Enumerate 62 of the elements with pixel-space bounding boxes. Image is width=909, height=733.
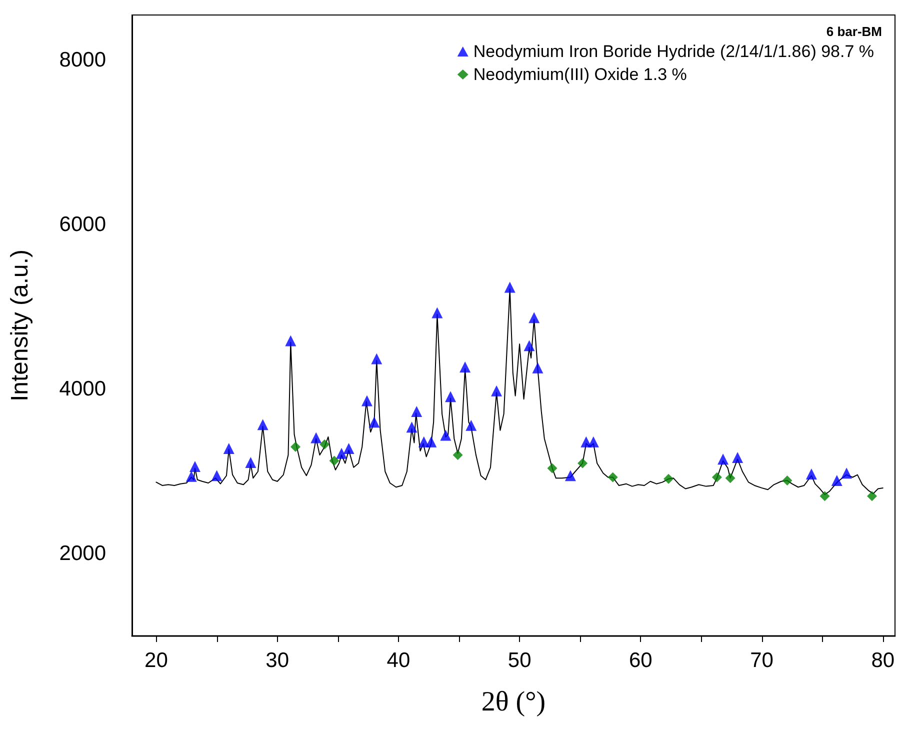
- point: [504, 282, 516, 293]
- point: [732, 452, 744, 464]
- legend-label: Neodymium(III) Oxide 1.3 %: [473, 65, 687, 84]
- point: [782, 476, 792, 486]
- point: [336, 448, 348, 459]
- point: [725, 473, 736, 484]
- legend-label: Neodymium Iron Boride Hydride (2/14/1/1.86) 98.7 %: [473, 42, 874, 61]
- point: [223, 442, 234, 454]
- point: [588, 436, 599, 448]
- point: [290, 442, 300, 452]
- point: [664, 474, 674, 484]
- y-axis-title: Intensity (a.u.): [6, 249, 34, 402]
- point: [329, 456, 340, 466]
- point: [445, 391, 456, 402]
- x-tick-label: 40: [386, 649, 410, 672]
- point: [806, 468, 817, 480]
- point: [460, 362, 471, 373]
- point: [440, 430, 452, 441]
- x-tick-label: 30: [266, 649, 290, 672]
- x-axis-title: 2θ (°): [481, 686, 546, 718]
- point: [368, 416, 380, 428]
- x-tick-label: 50: [508, 649, 532, 672]
- point: [320, 439, 330, 450]
- point: [564, 470, 576, 482]
- x-tick-label: 60: [628, 649, 652, 672]
- point: [712, 472, 722, 482]
- point: [310, 432, 322, 444]
- point: [257, 419, 268, 430]
- point: [718, 454, 729, 465]
- point: [820, 491, 830, 502]
- point: [285, 335, 296, 346]
- point: [608, 472, 618, 482]
- point: [371, 353, 382, 364]
- point: [245, 456, 256, 468]
- point: [406, 422, 418, 433]
- point: [528, 312, 540, 324]
- x-tick-label: 80: [871, 649, 895, 672]
- point: [578, 458, 588, 468]
- point: [211, 470, 222, 482]
- y-tick-label: 6000: [59, 213, 106, 236]
- x-tick-label: 70: [750, 649, 774, 672]
- y-tick-label: 4000: [59, 378, 106, 401]
- y-tick-label: 2000: [59, 542, 106, 566]
- point: [343, 442, 354, 454]
- point: [186, 470, 197, 482]
- point: [189, 461, 200, 472]
- point: [547, 463, 558, 474]
- point: [532, 362, 544, 374]
- x-tick-label: 20: [144, 649, 168, 672]
- point: [426, 436, 437, 448]
- point: [466, 420, 477, 431]
- point: [432, 307, 443, 318]
- point: [524, 340, 535, 352]
- point: [361, 395, 372, 406]
- point: [491, 385, 502, 396]
- y-tick-label: 8000: [59, 48, 106, 72]
- point: [831, 475, 842, 486]
- point: [452, 450, 463, 460]
- legend-title: 6 bar-BM: [826, 24, 882, 39]
- point: [866, 491, 877, 502]
- point: [841, 468, 852, 479]
- point: [411, 406, 422, 417]
